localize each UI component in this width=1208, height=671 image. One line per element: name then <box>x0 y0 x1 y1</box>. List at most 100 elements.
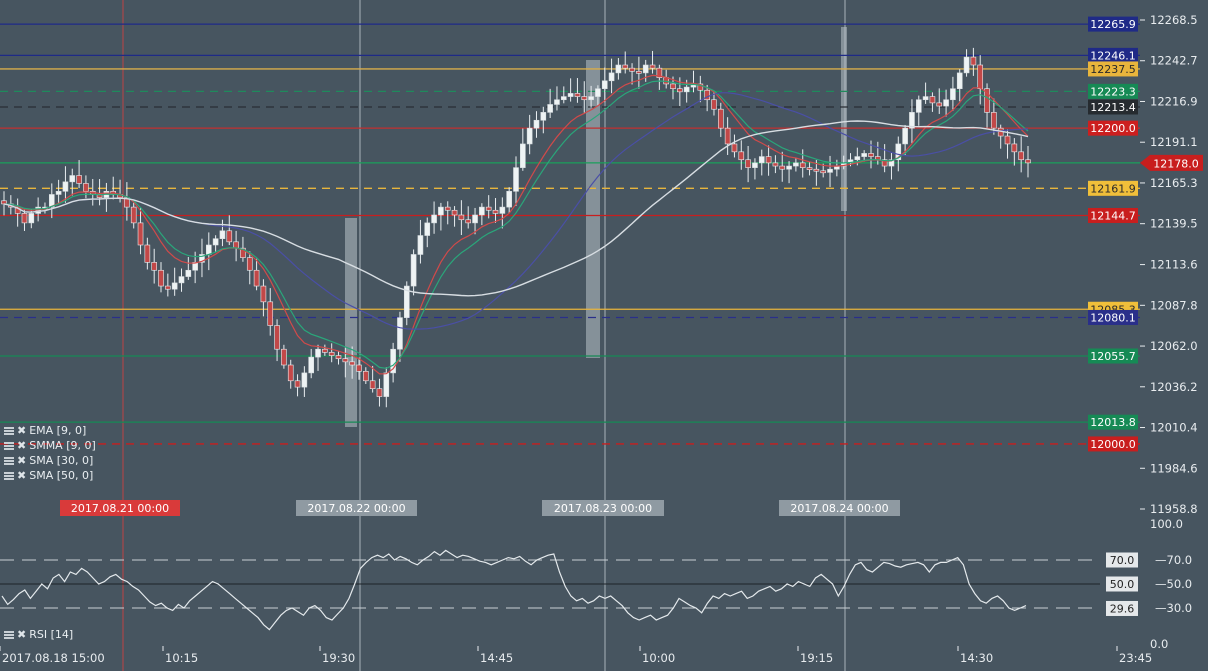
candle-body <box>758 156 765 164</box>
list-icon <box>4 426 14 435</box>
candle-body <box>465 219 472 224</box>
candle-body <box>902 127 908 145</box>
legend-item-sma50[interactable]: ✖ SMA [50, 0] <box>4 468 93 483</box>
candle-body <box>69 175 76 183</box>
candle-body <box>909 112 915 129</box>
legend-item-rsi[interactable]: ✖ RSI [14] <box>4 627 73 642</box>
candle-body <box>472 214 478 224</box>
candle-body <box>991 112 997 129</box>
level-tag <box>1088 16 1138 32</box>
candle-body <box>369 380 376 389</box>
candle-body <box>274 325 280 350</box>
candle-body <box>376 388 383 397</box>
legend-label: SMMA [9, 0] <box>29 439 96 452</box>
candle-body <box>287 364 294 382</box>
price-tick-label: 11984.6 <box>1150 461 1198 475</box>
level-tag <box>1088 99 1138 115</box>
candle-body <box>21 213 28 224</box>
candle-body <box>397 317 403 350</box>
candle-body <box>165 285 171 290</box>
legend-label: SMA [30, 0] <box>29 454 94 467</box>
level-tag <box>1088 180 1138 196</box>
close-icon[interactable]: ✖ <box>17 469 27 482</box>
level-tag <box>1088 47 1138 63</box>
rsi-axis-label: —30.0 <box>1155 601 1192 615</box>
candle-body <box>642 64 649 74</box>
candle-body <box>772 162 779 167</box>
close-icon[interactable]: ✖ <box>17 628 27 641</box>
candle-body <box>956 72 963 89</box>
candle-body <box>301 372 308 388</box>
close-icon[interactable]: ✖ <box>17 424 27 437</box>
candle-body <box>820 170 827 174</box>
rsi-axis-label: —70.0 <box>1155 553 1192 567</box>
candle-body <box>253 269 260 287</box>
candle-body <box>574 93 581 97</box>
price-tick-label: 12036.2 <box>1150 380 1198 394</box>
candle-body <box>724 127 731 145</box>
level-tag <box>1088 61 1138 77</box>
rsi-tag <box>1106 600 1138 616</box>
rsi-tag-label: 29.6 <box>1110 602 1135 615</box>
candle-body <box>677 88 683 93</box>
candle-body <box>458 214 465 221</box>
level-tag-label: 12246.1 <box>1090 49 1136 62</box>
candle-body <box>601 80 608 89</box>
candle-body <box>622 64 629 69</box>
candle-body <box>581 96 588 101</box>
ema-line <box>3 74 1029 375</box>
candle-body <box>506 191 512 208</box>
list-icon <box>4 471 14 480</box>
candle-body <box>267 301 274 326</box>
legend-label: SMA [50, 0] <box>29 469 94 482</box>
price-tick-label: 12010.4 <box>1150 421 1198 435</box>
date-label-text: 2017.08.24 00:00 <box>790 502 888 515</box>
candle-body <box>868 153 874 157</box>
candle-body <box>410 254 417 287</box>
date-label-box <box>542 500 664 516</box>
candle-body <box>479 206 485 216</box>
close-icon[interactable]: ✖ <box>17 439 27 452</box>
smma-line <box>3 80 1029 369</box>
candle-body <box>895 143 902 161</box>
time-axis-label: 14:45 <box>480 651 513 665</box>
close-icon[interactable]: ✖ <box>17 454 27 467</box>
candle-body <box>308 356 315 374</box>
level-tag-label: 12144.7 <box>1090 209 1136 222</box>
candle-body <box>383 372 390 397</box>
candle-body <box>984 88 990 113</box>
price-tick-label: 12216.9 <box>1150 94 1198 108</box>
legend-item-sma30[interactable]: ✖ SMA [30, 0] <box>4 453 93 468</box>
candle-body <box>192 262 198 271</box>
candle-body <box>438 206 444 216</box>
candle-body <box>226 230 233 243</box>
candle-body <box>403 285 410 318</box>
candle-body <box>861 153 867 157</box>
date-label-box <box>60 500 180 516</box>
candle-body <box>881 159 888 167</box>
candle-body <box>799 162 806 168</box>
level-tag-label: 12161.9 <box>1090 182 1136 195</box>
candle-body <box>943 99 949 107</box>
list-icon <box>4 456 14 465</box>
time-axis-label: 10:15 <box>165 651 198 665</box>
candle-body <box>363 371 369 382</box>
price-tick-label: 12113.6 <box>1150 258 1198 272</box>
legend-item-smma[interactable]: ✖ SMMA [9, 0] <box>4 438 96 453</box>
current-price-tag <box>1140 154 1203 171</box>
candle-body <box>936 102 943 107</box>
candle-body <box>963 56 970 74</box>
price-tick-label: 12268.5 <box>1150 13 1198 27</box>
candle-body <box>83 183 89 192</box>
candle-body <box>342 358 349 363</box>
legend-item-ema[interactable]: ✖ EMA [9, 0] <box>4 423 86 438</box>
candle-body <box>670 83 676 89</box>
candle-body <box>526 127 533 145</box>
rsi-tag <box>1106 576 1138 592</box>
candle-body <box>711 99 717 110</box>
candle-body <box>608 72 615 82</box>
level-tag-label: 12080.1 <box>1090 311 1136 324</box>
candle-body <box>431 214 437 224</box>
